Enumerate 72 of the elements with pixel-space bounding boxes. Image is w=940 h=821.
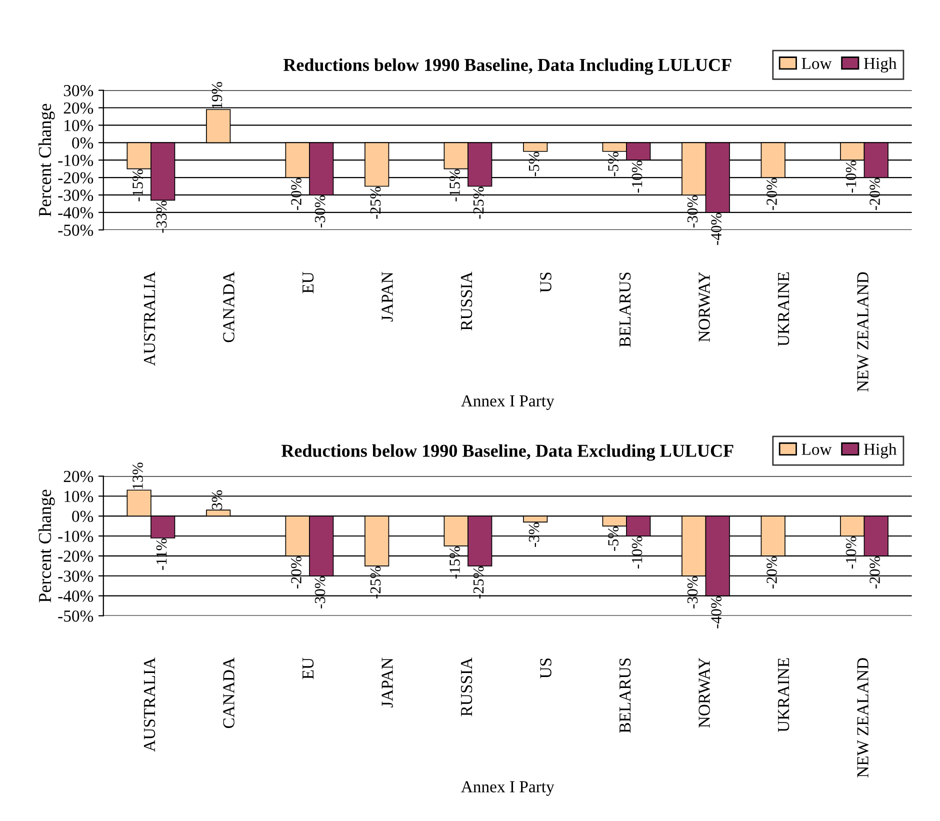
x-axis-title: Annex I Party bbox=[461, 395, 554, 410]
y-tick-label: 0% bbox=[72, 510, 94, 522]
y-tick-label: -30% bbox=[58, 570, 94, 582]
data-label: 13% bbox=[132, 462, 143, 489]
x-tick-label: AUSTRALIA bbox=[144, 658, 156, 752]
y-tick-label: 0% bbox=[72, 137, 94, 149]
data-label: -25% bbox=[473, 566, 484, 598]
data-label: -30% bbox=[314, 576, 326, 608]
y-tick-label: -40% bbox=[58, 590, 94, 602]
x-tick-label: JAPAN bbox=[382, 658, 393, 708]
data-label: -20% bbox=[766, 556, 777, 588]
y-tick-label: 10% bbox=[64, 490, 94, 502]
x-tick-label: UKRAINE bbox=[778, 272, 790, 346]
data-label: -40% bbox=[711, 212, 722, 245]
data-label: -5% bbox=[608, 526, 618, 551]
x-tick-label: BELARUS bbox=[619, 658, 631, 733]
data-label: -11% bbox=[156, 538, 167, 570]
x-tick-label: NEW ZEALAND bbox=[857, 272, 869, 392]
x-tick-label: JAPAN bbox=[382, 272, 393, 322]
y-tick-label: -10% bbox=[58, 154, 94, 166]
legend-label: Low bbox=[802, 444, 832, 455]
x-tick-label: CANADA bbox=[223, 658, 234, 728]
y-tick-label: -50% bbox=[58, 224, 94, 236]
x-tick-label: NORWAY bbox=[698, 658, 710, 728]
data-label: -20% bbox=[870, 178, 880, 210]
y-axis-title: Percent Change bbox=[38, 104, 55, 216]
data-label: -10% bbox=[846, 160, 856, 193]
y-tick-label: 20% bbox=[64, 470, 94, 482]
x-tick-label: AUSTRALIA bbox=[144, 272, 156, 366]
legend-label: Low bbox=[802, 58, 832, 70]
x-tick-label: EU bbox=[302, 658, 314, 680]
x-tick-label: UKRAINE bbox=[778, 658, 790, 732]
data-label: -10% bbox=[632, 160, 642, 193]
y-tick-label: -40% bbox=[58, 207, 94, 218]
x-tick-label: CANADA bbox=[223, 272, 234, 342]
chart-title: Reductions below 1990 Baseline, Data Excluding LULUCF bbox=[281, 444, 734, 461]
data-label: -33% bbox=[156, 200, 167, 233]
x-tick-label: US bbox=[540, 272, 552, 292]
x-tick-label: RUSSIA bbox=[460, 658, 472, 716]
data-label: -20% bbox=[291, 178, 302, 210]
data-label: -10% bbox=[846, 536, 856, 569]
data-label: -30% bbox=[314, 196, 326, 228]
data-label: -20% bbox=[291, 556, 302, 588]
data-label: -20% bbox=[766, 178, 777, 210]
data-label: -30% bbox=[687, 196, 698, 228]
data-label: -15% bbox=[450, 546, 460, 578]
data-label: -20% bbox=[870, 556, 880, 588]
data-label: -30% bbox=[687, 576, 698, 608]
legend-label: High bbox=[864, 443, 897, 458]
data-label: 3% bbox=[212, 490, 222, 510]
y-tick-label: -50% bbox=[58, 610, 94, 622]
data-label: 19% bbox=[212, 82, 222, 108]
y-tick-label: 10% bbox=[64, 120, 94, 132]
chart-title: Reductions below 1990 Baseline, Data Including LULUCF bbox=[283, 58, 732, 75]
data-label: -25% bbox=[370, 566, 381, 598]
data-label: -40% bbox=[711, 596, 722, 628]
x-tick-label: US bbox=[540, 658, 552, 678]
y-tick-label: 30% bbox=[64, 85, 94, 96]
x-tick-label: BELARUS bbox=[619, 272, 631, 347]
x-axis-title: Annex I Party bbox=[461, 781, 554, 796]
y-tick-label: -20% bbox=[58, 172, 94, 184]
x-tick-label: NEW ZEALAND bbox=[857, 658, 869, 778]
data-label: -10% bbox=[632, 536, 642, 569]
y-tick-label: -10% bbox=[58, 530, 94, 542]
y-tick-label: 20% bbox=[64, 102, 94, 114]
y-axis-title: Percent Change bbox=[38, 490, 55, 602]
legend-label: High bbox=[864, 57, 897, 73]
y-tick-label: -20% bbox=[58, 550, 94, 562]
x-tick-label: NORWAY bbox=[698, 272, 710, 342]
y-tick-label: -30% bbox=[58, 190, 94, 201]
x-tick-label: RUSSIA bbox=[460, 272, 472, 330]
x-tick-label: EU bbox=[302, 272, 314, 294]
